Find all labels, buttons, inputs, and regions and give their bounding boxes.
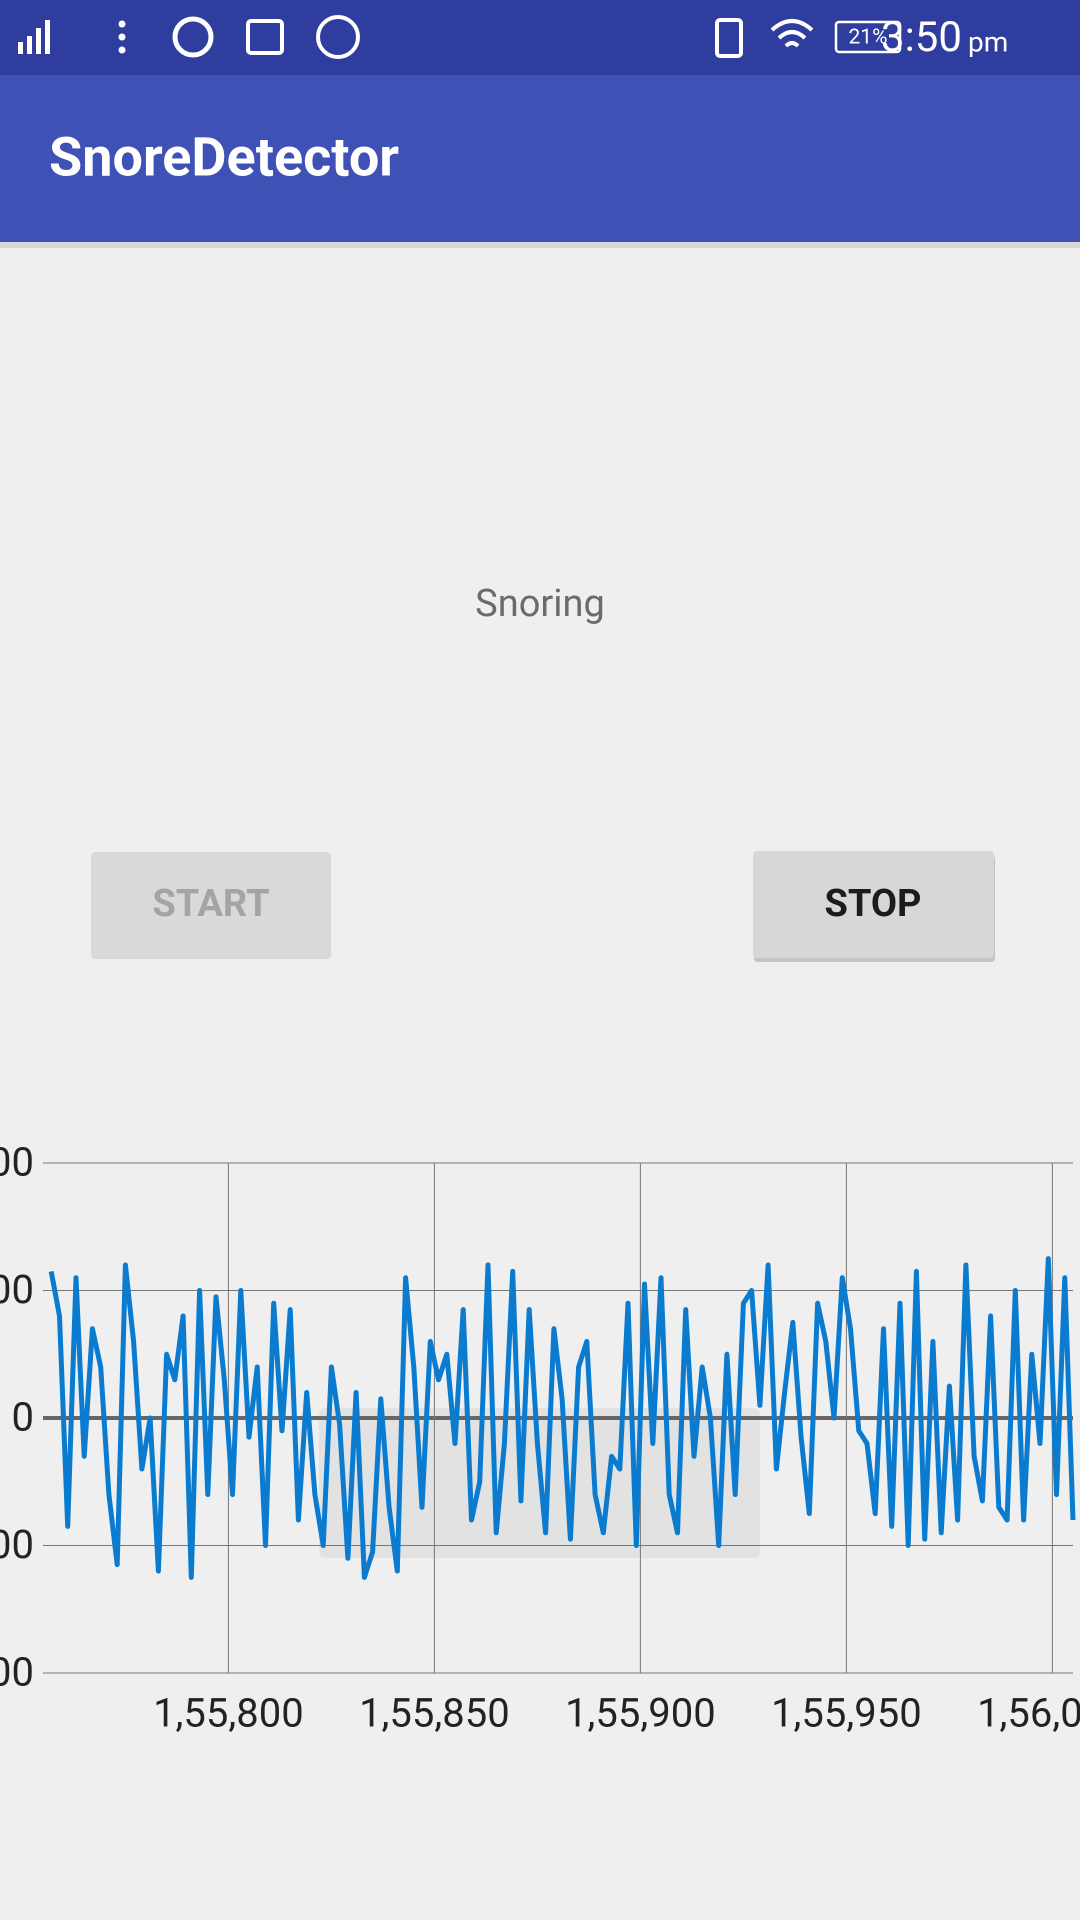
- status-text: Snoring: [475, 582, 605, 626]
- start-button-label[interactable]: START: [152, 882, 269, 926]
- gallery-icon: [246, 19, 284, 55]
- stop-button-label[interactable]: STOP: [824, 882, 921, 926]
- battery-level: 21%: [849, 26, 888, 50]
- battery-icon: [834, 20, 902, 54]
- y-tick-label: 0: [12, 1394, 34, 1441]
- y-tick-label: 200: [0, 1139, 34, 1186]
- stop-button[interactable]: [753, 851, 994, 958]
- x-tick-label: 1,55,800: [153, 1690, 304, 1737]
- clock-time: 3:50: [881, 13, 962, 62]
- vibrate-icon: [715, 18, 743, 58]
- chart: -200 -100 0 100 200 1,55,800 1,55,850 1,55,900 1…: [0, 1139, 1080, 1737]
- x-tick-label: 1,55,900: [565, 1690, 716, 1737]
- message-icon: [316, 15, 360, 59]
- y-tick-label: -100: [0, 1521, 34, 1568]
- app-bar: [0, 75, 1080, 242]
- browser-icon: [172, 16, 214, 58]
- clock-ampm: pm: [968, 25, 1008, 58]
- signal-icon: [18, 20, 50, 54]
- app-title: SnoreDetector: [49, 126, 399, 189]
- x-tick-label: 1,56,000: [977, 1690, 1080, 1737]
- x-tick-label: 1,55,950: [771, 1690, 922, 1737]
- app-bar-shadow: [0, 242, 1080, 248]
- menu-dots-icon: [118, 20, 126, 54]
- wifi-icon: [770, 19, 814, 48]
- x-tick-label: 1,55,850: [359, 1690, 510, 1737]
- start-button[interactable]: [91, 852, 331, 959]
- y-tick-label: -200: [0, 1649, 34, 1696]
- data-line: [48, 1256, 1076, 1580]
- y-tick-label: 100: [0, 1266, 34, 1313]
